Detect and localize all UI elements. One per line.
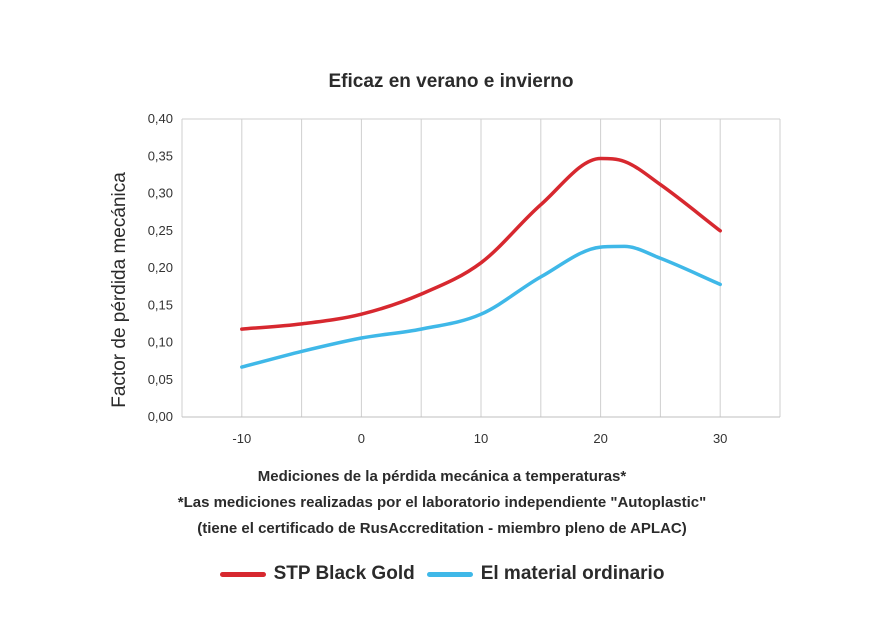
x-tick-label: 20 xyxy=(593,431,607,446)
legend-swatch-stp xyxy=(219,571,266,577)
legend-item-ordinario: El material ordinario xyxy=(426,563,665,585)
legend-label-stp: STP Black Gold xyxy=(273,563,415,584)
chart-title: Eficaz en verano e invierno xyxy=(329,71,574,92)
y-tick-label: 0,30 xyxy=(148,186,173,201)
note-line-1: *Las mediciones realizadas por el labora… xyxy=(177,494,707,511)
y-tick-label: 0,35 xyxy=(148,148,173,163)
grid xyxy=(181,118,781,418)
legend-item-stp: STP Black Gold xyxy=(219,563,415,585)
y-tick-label: 0,25 xyxy=(148,223,173,238)
y-tick-label: 0,40 xyxy=(148,111,173,126)
legend-label-ordinario: El material ordinario xyxy=(480,563,665,584)
y-tick-label: 0,05 xyxy=(148,372,173,387)
legend-swatch-ordinario xyxy=(426,571,473,577)
y-axis-label: Factor de pérdida mecánica xyxy=(109,172,130,408)
y-tick-label: 0,15 xyxy=(148,297,173,312)
x-tick-label: 0 xyxy=(358,431,365,446)
note-line-2: (tiene el certificado de RusAccreditatio… xyxy=(197,520,687,537)
series-line-material-ordinario xyxy=(240,244,722,369)
tick-labels: 0,00 0,05 0,10 0,15 0,20 0,25 0,30 0,35 0,40 -10 0… xyxy=(148,111,728,446)
legend: STP Black Gold El material ordinario xyxy=(0,563,884,585)
x-tick-label: 10 xyxy=(474,431,488,446)
y-tick-label: 0,00 xyxy=(148,409,173,424)
series-lines xyxy=(240,156,722,369)
series-line-stp-black-gold xyxy=(240,156,722,331)
x-tick-label: 30 xyxy=(713,431,727,446)
y-tick-label: 0,20 xyxy=(148,260,173,275)
y-tick-label: 0,10 xyxy=(148,335,173,350)
x-tick-label: -10 xyxy=(232,431,251,446)
x-axis-label: Mediciones de la pérdida mecánica a temp… xyxy=(257,468,627,485)
